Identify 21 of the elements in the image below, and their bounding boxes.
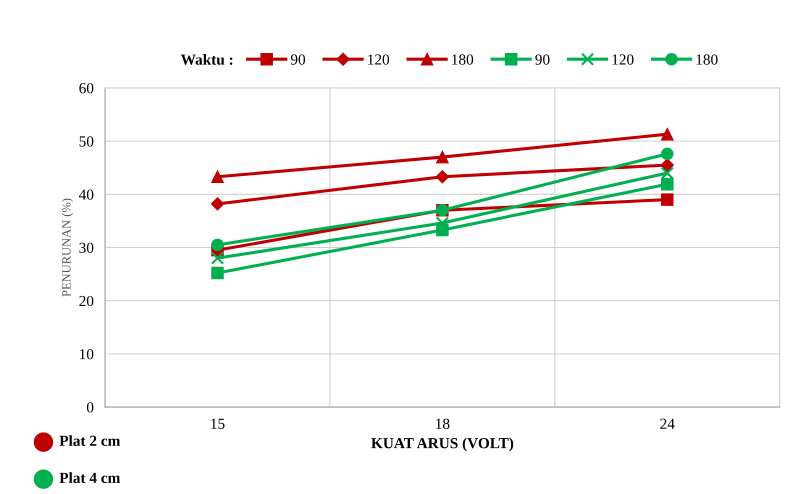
x-tick-label: 24: [660, 418, 675, 429]
y-tick-label: 40: [78, 189, 94, 200]
legend-label: 120: [612, 54, 634, 65]
text: Plat 4 cm: [60, 472, 120, 484]
legend-label: 120: [368, 54, 390, 65]
legend-label: 180: [452, 54, 474, 65]
x-tick-label: 15: [211, 418, 225, 429]
x-tick-label: 18: [436, 418, 450, 429]
y-tick-label: 50: [80, 136, 94, 147]
x-axis-title: KUAT ARUS (VOLT): [371, 438, 514, 452]
legend-label: 180: [696, 54, 718, 65]
y-tick-label: 0: [86, 402, 94, 413]
y-tick-label: 30: [79, 242, 94, 253]
text: Plat 2 cm: [60, 435, 120, 446]
y-tick-label: 20: [79, 296, 94, 306]
y-tick-label: 60: [79, 83, 94, 94]
y-tick-label: 10: [80, 349, 94, 360]
legend-title: Waktu :: [180, 54, 232, 65]
y-axis-title: PENURUNAN (%): [62, 198, 74, 297]
legend-label: 90: [290, 54, 306, 65]
legend-label: 90: [535, 54, 550, 65]
